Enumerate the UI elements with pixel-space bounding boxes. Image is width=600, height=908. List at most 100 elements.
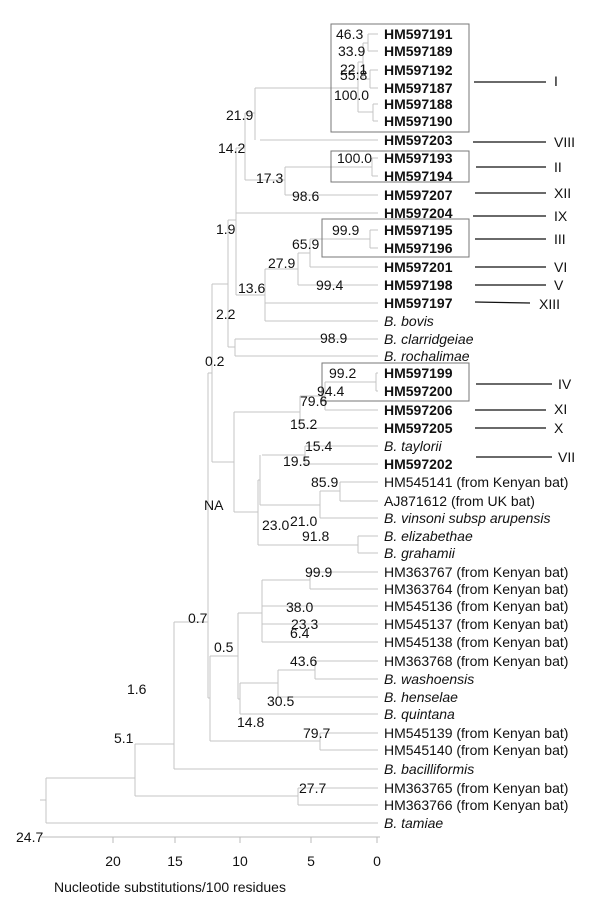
support-value: 1.6 [127, 681, 147, 697]
axis-tick-label: 5 [307, 853, 315, 869]
leaf-label: HM597197 [384, 295, 453, 311]
leaf-label: B. bacilliformis [384, 761, 474, 777]
leaf-label: HM545139 (from Kenyan bat) [384, 725, 568, 741]
support-value: 99.4 [316, 277, 343, 293]
leaf-label: HM597190 [384, 113, 453, 129]
leaf-label: HM597206 [384, 402, 453, 418]
leaf-label: B. tamiae [384, 815, 443, 831]
support-value: 17.3 [256, 170, 283, 186]
support-value: 43.6 [290, 653, 317, 669]
leaf-label: HM597205 [384, 420, 453, 436]
leaf-label: HM597196 [384, 240, 453, 256]
clade-box-i [330, 23, 470, 133]
support-value: 14.8 [237, 714, 264, 730]
scale-axis: 20 15 10 5 0 Nucleotide substitutions/100 res… [40, 836, 381, 895]
axis-tick-label: 0 [373, 853, 381, 869]
leaf-label: HM545140 (from Kenyan bat) [384, 742, 568, 758]
leaf-label: HM597201 [384, 259, 453, 275]
axis-tick-label: 10 [232, 853, 248, 869]
support-value: 65.9 [292, 236, 319, 252]
leaf-label: HM597198 [384, 277, 453, 293]
leaf-label: HM545137 (from Kenyan bat) [384, 616, 568, 632]
leaf-label: HM545141 (from Kenyan bat) [384, 474, 568, 490]
leaf-label: B. rochalimae [384, 348, 470, 364]
support-value: 13.6 [238, 280, 265, 296]
leaf-label: B. washoensis [384, 671, 474, 687]
support-value: 5.1 [114, 730, 134, 746]
support-value: 98.6 [292, 188, 319, 204]
clade-boxes [321, 23, 470, 402]
support-value: 23.0 [262, 517, 289, 533]
leaf-label: AJ871612 (from UK bat) [384, 493, 535, 509]
tree-branches [40, 33, 378, 824]
leaf-label: HM363765 (from Kenyan bat) [384, 780, 568, 796]
leaf-label: HM597188 [384, 96, 453, 112]
support-value: 79.7 [303, 725, 330, 741]
support-value: 15.4 [305, 438, 332, 454]
leaf-label: HM597204 [384, 205, 453, 221]
support-value: 27.7 [299, 780, 326, 796]
leaf-label: B. clarridgeiae [384, 331, 474, 347]
support-value: 98.9 [320, 330, 347, 346]
leaf-label: B. elizabethae [384, 528, 473, 544]
support-value: 23.3 [291, 616, 318, 632]
leaf-label: B. taylorii [384, 438, 442, 454]
leaf-label: HM545136 (from Kenyan bat) [384, 598, 568, 614]
leaf-label: HM545138 (from Kenyan bat) [384, 634, 568, 650]
leaf-label: B. quintana [384, 706, 455, 722]
support-value: 0.7 [188, 610, 208, 626]
group-label: IX [554, 208, 568, 224]
leaf-label: B. henselae [384, 689, 458, 705]
leaf-label: HM597207 [384, 187, 453, 203]
leaf-label: HM363767 (from Kenyan bat) [384, 564, 568, 580]
support-value: 6.4 [290, 625, 310, 641]
support-value: 99.9 [305, 564, 332, 580]
support-value: 19.5 [283, 453, 310, 469]
leaf-label: HM363766 (from Kenyan bat) [384, 797, 568, 813]
leaf-label: HM597192 [384, 62, 453, 78]
leaf-label: B. vinsoni subsp arupensis [384, 510, 551, 526]
support-value: NA [204, 497, 224, 513]
leaf-label: HM363768 (from Kenyan bat) [384, 653, 568, 669]
support-value: 27.9 [268, 255, 295, 271]
support-value: 21.9 [226, 107, 253, 123]
leaf-label: HM597200 [384, 383, 453, 399]
leaf-label: HM597203 [384, 132, 453, 148]
support-value: 85.9 [311, 474, 338, 490]
group-label: I [554, 73, 558, 89]
support-value: 0.5 [214, 639, 234, 655]
group-label: II [554, 159, 562, 175]
group-label: VIII [554, 134, 575, 150]
leaf-label: HM597191 [384, 26, 453, 42]
axis-title: Nucleotide substitutions/100 residues [54, 879, 286, 895]
leaf-label: HM597193 [384, 150, 453, 166]
clade-box-iii [321, 218, 470, 258]
support-value: 24.7 [16, 829, 43, 845]
leaf-label: HM597189 [384, 43, 453, 59]
support-value: 38.0 [286, 599, 313, 615]
support-value: 99.2 [329, 365, 356, 381]
support-value: 46.3 [336, 26, 363, 42]
clade-box-ii [330, 150, 470, 183]
support-value: 22.1 [340, 61, 367, 77]
group-label: XII [554, 185, 571, 201]
support-value: 21.0 [290, 513, 317, 529]
group-label: VI [554, 259, 567, 275]
support-value: 100.0 [334, 87, 369, 103]
support-value: 1.9 [216, 221, 236, 237]
group-label: V [554, 277, 564, 293]
support-value: 0.2 [205, 353, 225, 369]
support-values: 46.333.9 22.155.8 100.0 21.9 14.2 100.0 17.3 98… [16, 26, 372, 845]
group-markers: I VIII II XII IX III VI V XIII IV XI X VII [473, 73, 575, 465]
group-label: IV [558, 376, 572, 392]
support-value: 14.2 [218, 140, 245, 156]
leaf-label: HM363764 (from Kenyan bat) [384, 581, 568, 597]
group-label: VII [558, 449, 575, 465]
support-value: 15.2 [290, 416, 317, 432]
clade-box-iv [321, 362, 470, 402]
leaf-label: HM597187 [384, 80, 453, 96]
support-value: 2.2 [216, 306, 236, 322]
support-value: 99.9 [332, 222, 359, 238]
support-value: 91.8 [302, 528, 329, 544]
